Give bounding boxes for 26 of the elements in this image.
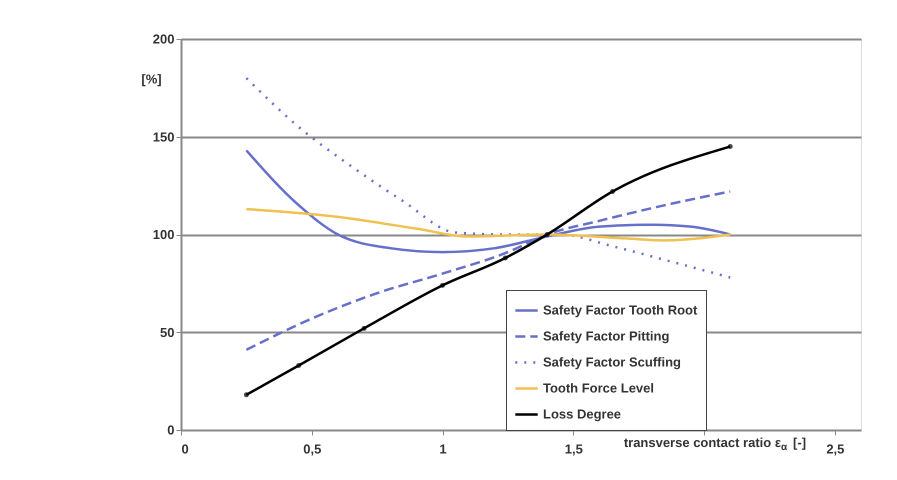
point bbox=[728, 144, 733, 150]
point bbox=[362, 326, 367, 331]
y-tick-label: 50 bbox=[160, 324, 174, 340]
point bbox=[610, 188, 616, 194]
y-tick-label: 100 bbox=[152, 227, 174, 242]
x-tick-label: 0,5 bbox=[303, 442, 322, 456]
x-tick-label: 1 bbox=[439, 442, 447, 456]
point bbox=[296, 362, 302, 368]
line-series bbox=[245, 208, 732, 242]
line-series bbox=[245, 76, 732, 279]
point bbox=[244, 392, 249, 398]
legend-label: Loss Degree bbox=[543, 406, 622, 422]
point bbox=[544, 232, 550, 237]
y-axis-title: [%] bbox=[141, 71, 162, 86]
x-tick-label: 0 bbox=[182, 442, 189, 456]
y-tick-label: 0 bbox=[167, 422, 174, 438]
x-tick-label: 2,5 bbox=[826, 442, 844, 456]
legend-label: Safety Factor Tooth Root bbox=[543, 302, 698, 318]
legend-label: Tooth Force Level bbox=[543, 380, 654, 396]
point bbox=[502, 255, 508, 260]
point bbox=[440, 282, 446, 288]
x-tick-label: 1,5 bbox=[564, 442, 583, 456]
y-tick-label: 200 bbox=[152, 32, 174, 46]
legend-label: Safety Factor Pitting bbox=[543, 328, 670, 344]
y-tick-label: 150 bbox=[152, 129, 174, 144]
legend-label: Safety Factor Scuffing bbox=[543, 354, 682, 370]
